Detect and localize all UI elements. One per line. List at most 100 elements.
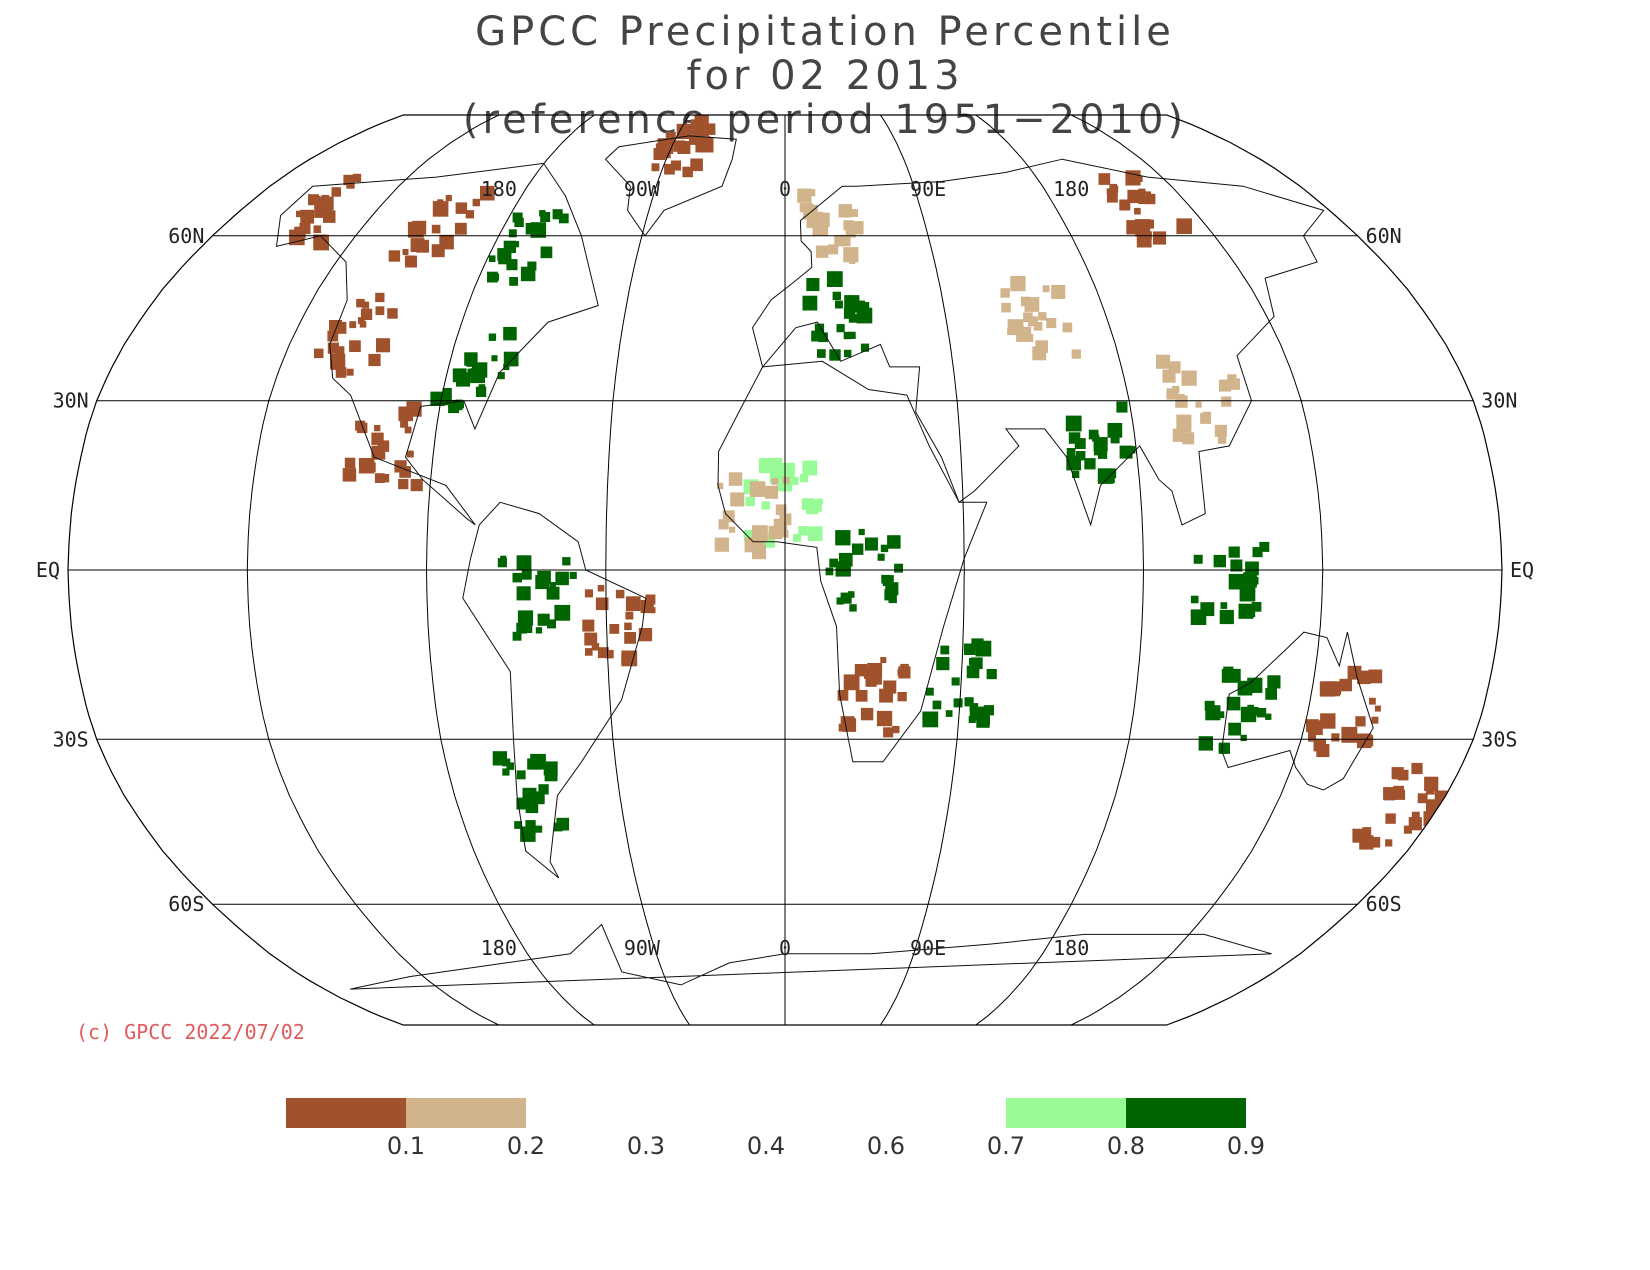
percentile-cell (410, 479, 423, 492)
region-congo (825, 528, 903, 612)
latitude-label-right: 60S (1366, 892, 1402, 916)
copyright-credit: (c) GPCC 2022/07/02 (76, 1020, 305, 1044)
percentile-cell (1228, 573, 1245, 590)
percentile-cell (848, 314, 858, 323)
percentile-cell (1324, 681, 1340, 697)
percentile-cell (1371, 716, 1379, 724)
percentile-cell (1214, 424, 1227, 437)
percentile-cell (331, 187, 341, 197)
percentile-cell (334, 321, 347, 334)
percentile-cell (1046, 318, 1057, 329)
percentile-cell (569, 571, 577, 579)
percentile-cell (349, 340, 361, 352)
percentile-cell (1066, 448, 1076, 457)
percentile-cell (1134, 207, 1141, 215)
percentile-cell (690, 158, 703, 172)
longitude-label-bottom: 180 (1053, 936, 1089, 960)
percentile-cell (1204, 700, 1215, 711)
coastline-south-america (462, 501, 647, 879)
percentile-cell (852, 543, 864, 555)
percentile-cell (1243, 572, 1257, 586)
percentile-cell (1071, 349, 1081, 359)
percentile-cell (850, 221, 864, 235)
percentile-cell (793, 534, 802, 543)
percentile-cell (1339, 678, 1352, 692)
percentile-cell (1110, 434, 1120, 444)
percentile-cell (1227, 668, 1241, 683)
percentile-cell (314, 348, 324, 359)
percentile-cell (455, 399, 463, 407)
percentile-cell (1341, 726, 1358, 743)
percentile-cell (300, 209, 315, 224)
percentile-cell (405, 255, 417, 268)
percentile-cell (516, 797, 529, 810)
percentile-cell (1027, 316, 1038, 327)
percentile-cell (1265, 688, 1277, 700)
percentile-cell (1062, 322, 1073, 333)
percentile-cell (344, 457, 356, 469)
percentile-cell (535, 825, 543, 833)
latitude-label-left: 60S (168, 892, 204, 916)
percentile-cell (1316, 744, 1330, 758)
percentile-cell (844, 349, 852, 358)
region-southern-africa (837, 657, 911, 738)
percentile-cell (1107, 191, 1118, 203)
percentile-cell (860, 707, 874, 721)
percentile-cell (346, 368, 354, 376)
percentile-cell (609, 624, 620, 634)
percentile-cell (313, 225, 322, 233)
percentile-cell (514, 821, 522, 829)
percentile-cell (1024, 297, 1040, 312)
region-indonesia (1190, 541, 1270, 625)
percentile-cell (894, 563, 903, 573)
map-title-line-3: (reference period 1951−2010) (462, 97, 1188, 143)
map-title-line-2: for 02 2013 (686, 53, 964, 99)
coastline-north-america (275, 162, 599, 526)
percentile-cell (797, 188, 812, 203)
percentile-cell (714, 537, 729, 552)
percentile-cell (343, 174, 354, 186)
region-china (1156, 354, 1240, 445)
percentile-cell (554, 604, 571, 621)
percentile-cell (352, 173, 362, 183)
percentile-cell (585, 648, 593, 656)
percentile-cell (547, 619, 556, 629)
percentile-cell (540, 212, 551, 222)
percentile-cell (452, 368, 467, 383)
percentile-cell (883, 727, 894, 738)
percentile-cell (491, 273, 499, 281)
percentile-cell (829, 349, 841, 361)
percentile-cell (357, 317, 365, 325)
percentile-cell (847, 591, 855, 598)
region-us-east (430, 326, 519, 414)
percentile-cell (1228, 378, 1240, 390)
percentile-cell (814, 323, 825, 333)
percentile-cell (897, 692, 907, 702)
percentile-cell (670, 160, 681, 171)
percentile-cell (503, 363, 510, 371)
percentile-cell (1107, 423, 1123, 438)
percentile-cell (296, 210, 303, 218)
percentile-cell (843, 307, 856, 319)
percentile-cell (1007, 319, 1024, 336)
percentile-cell (682, 166, 693, 178)
percentile-cell (1243, 605, 1256, 617)
percentile-cell (584, 632, 598, 646)
percentile-cell (1001, 302, 1011, 313)
percentile-cell (624, 632, 636, 644)
region-new-zealand (1352, 762, 1451, 850)
percentile-cell (314, 203, 329, 218)
latitude-label-right: EQ (1510, 558, 1534, 582)
percentile-cell (1306, 719, 1319, 733)
percentile-cell (1127, 189, 1141, 204)
percentile-cell (374, 425, 381, 432)
percentile-cell (1116, 401, 1128, 413)
percentile-cell (1092, 434, 1100, 442)
region-europe (802, 271, 873, 361)
percentile-cell (562, 557, 571, 566)
percentile-cell (775, 504, 787, 516)
region-australia-w (1198, 666, 1281, 754)
percentile-cell (522, 787, 537, 802)
meridian-line (246, 114, 500, 1026)
